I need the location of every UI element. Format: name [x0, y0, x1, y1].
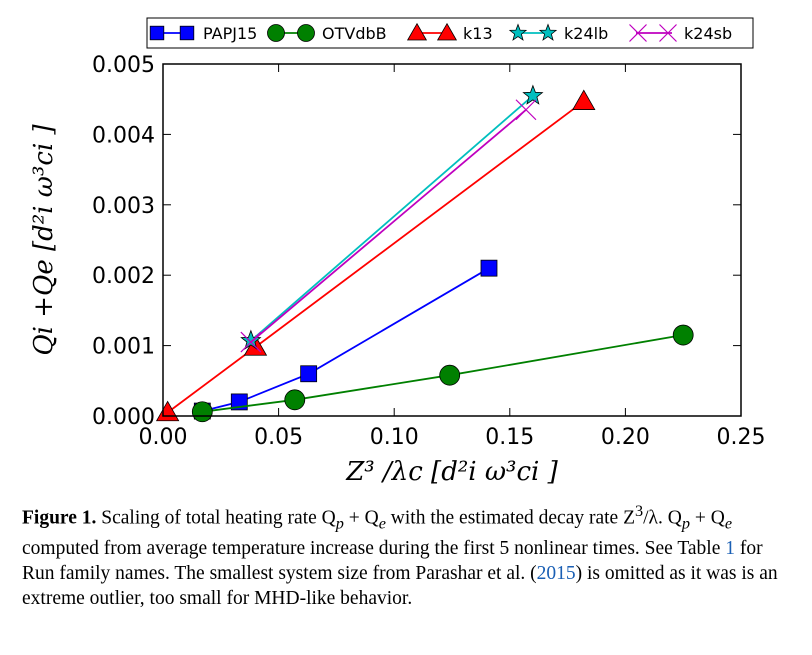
legend-entry-k13: k13 [406, 22, 493, 43]
chart: PAPJ15 OTVdbB k13 k24lb k24sb 0.00 0.05 0.10 0.… [29, 17, 765, 487]
data-point [629, 24, 647, 42]
data-point [179, 25, 195, 41]
figure-caption: Figure 1. Scaling of total heating rate … [22, 499, 792, 611]
series-line [250, 95, 534, 342]
data-point [297, 24, 315, 42]
data-point [155, 400, 180, 422]
data-point [191, 401, 213, 423]
x-tick-label: 0.15 [485, 425, 534, 450]
legend-label: k13 [463, 24, 493, 43]
citation-year-link[interactable]: 2015 [536, 563, 576, 585]
data-point [406, 22, 428, 41]
series-k24sb [240, 99, 537, 353]
series-line [250, 109, 527, 343]
caption-text-3: with the estimated decay rate Z [385, 507, 635, 529]
caption-sub-e2: e [724, 514, 733, 533]
data-point [149, 25, 165, 41]
series-line [202, 334, 684, 413]
caption-sub-p2: p [681, 514, 690, 533]
caption-text-1: Scaling of total heating rate Q [96, 507, 336, 529]
data-point [515, 99, 537, 121]
legend-label: PAPJ15 [203, 24, 257, 43]
caption-text-5: + Q [689, 507, 725, 529]
data-point [267, 24, 285, 42]
caption-text-2: + Q [343, 507, 379, 529]
data-point [538, 23, 558, 41]
caption-label: Figure 1. [22, 507, 97, 529]
legend-entry-k24sb: k24sb [629, 24, 732, 43]
data-point [672, 324, 694, 346]
data-point [572, 89, 596, 110]
caption-text-8: ) is omitted as it was is an extreme out… [22, 563, 778, 610]
caption-sub-e: e [378, 514, 386, 533]
series-line [167, 100, 585, 414]
legend-entry-papj15: PAPJ15 [149, 24, 257, 43]
legend: PAPJ15 OTVdbB k13 k24lb k24sb [146, 17, 754, 49]
y-tick-label: 0.002 [92, 264, 155, 289]
series-otvdbb [191, 324, 694, 423]
legend-label: k24lb [564, 24, 608, 43]
data-point [439, 364, 461, 386]
data-point [284, 389, 306, 411]
data-point [480, 259, 498, 277]
y-tick-label: 0.005 [92, 53, 155, 78]
series-line [202, 267, 490, 412]
table-reference-link[interactable]: 1 [725, 538, 736, 560]
legend-entry-otvdbb: OTVdbB [267, 24, 387, 43]
data-point [436, 22, 458, 41]
x-tick-label: 0.00 [139, 425, 188, 450]
caption-text-4: /λ. Q [643, 507, 682, 529]
y-tick-label: 0.001 [92, 335, 155, 360]
y-tick-label: 0.000 [92, 405, 155, 430]
plot-frame [162, 63, 742, 417]
caption-sup-3: 3 [635, 502, 644, 520]
series-papj15 [193, 259, 498, 420]
caption-text-7: for Run family names. The smallest syste… [22, 538, 763, 585]
data-point [240, 329, 262, 350]
legend-label: OTVdbB [322, 24, 387, 43]
x-tick-label: 0.10 [370, 425, 419, 450]
y-axis-label: Qi +Qe [d²i ω³ci ] [29, 123, 59, 355]
series-k13 [155, 89, 596, 422]
legend-label: k24sb [684, 24, 732, 43]
data-point [300, 365, 318, 383]
data-point [659, 24, 677, 42]
y-tick-label: 0.004 [92, 123, 155, 148]
data-point [508, 23, 528, 41]
x-tick-label: 0.25 [717, 425, 766, 450]
y-tick-label: 0.003 [92, 194, 155, 219]
caption-text-6: computed from average temperature increa… [22, 538, 726, 560]
x-tick-label: 0.05 [254, 425, 303, 450]
ticks-layer: 0.00 0.05 0.10 0.15 0.20 0.25 0.000 0.001 0.002 0… [92, 53, 765, 450]
caption-sub-p: p [335, 514, 344, 533]
data-point [522, 84, 544, 105]
data-point [240, 331, 262, 353]
x-axis-label: Z³ /λc [d²i ω³ci ] [345, 457, 558, 487]
series-k24lb [240, 84, 544, 350]
series-layer [155, 84, 694, 423]
legend-entry-k24lb: k24lb [508, 23, 608, 43]
x-tick-label: 0.20 [601, 425, 650, 450]
